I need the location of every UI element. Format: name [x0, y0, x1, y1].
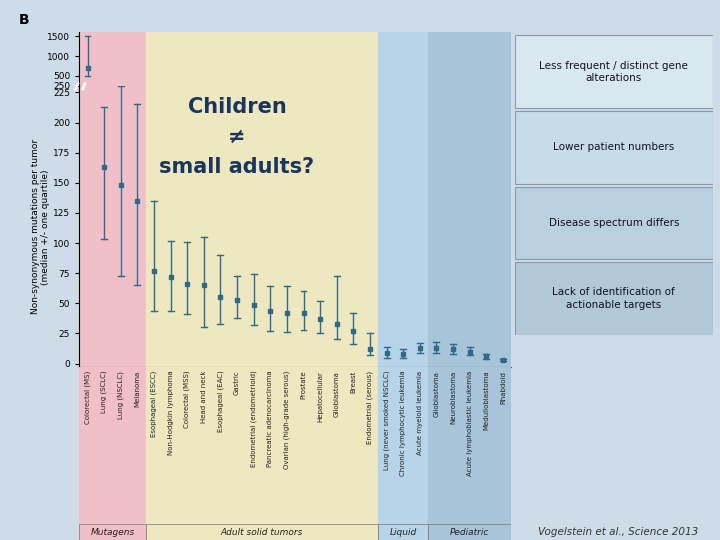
Text: Hepatocellular: Hepatocellular	[317, 370, 323, 422]
Bar	[145, 524, 378, 540]
Bar	[79, 524, 145, 540]
Bar	[145, 86, 378, 367]
Bar	[428, 32, 511, 86]
Text: Pancreatic adenocarcinoma: Pancreatic adenocarcinoma	[267, 370, 274, 467]
Bar	[378, 367, 428, 540]
Text: Children
≠
small adults?: Children ≠ small adults?	[159, 97, 315, 177]
Text: Neuroblastoma: Neuroblastoma	[450, 370, 456, 424]
Text: Liquid: Liquid	[390, 528, 417, 537]
Text: Esophageal (ESCC): Esophageal (ESCC)	[150, 370, 157, 437]
Text: Adult solid tumors: Adult solid tumors	[221, 528, 303, 537]
Text: Endometrial (endometrioid): Endometrial (endometrioid)	[251, 370, 257, 468]
Text: Head and neck: Head and neck	[201, 370, 207, 423]
Text: Medulloblastoma: Medulloblastoma	[483, 370, 490, 430]
Bar	[145, 32, 378, 86]
Text: Lower patient numbers: Lower patient numbers	[553, 143, 675, 152]
Text: Ovarian (high-grade serous): Ovarian (high-grade serous)	[284, 370, 290, 469]
Text: Disease spectrum differs: Disease spectrum differs	[549, 218, 679, 228]
Text: Melanoma: Melanoma	[135, 370, 140, 407]
Bar	[428, 524, 511, 540]
Text: Breast: Breast	[351, 370, 356, 393]
Text: Non-Hodgkin lymphoma: Non-Hodgkin lymphoma	[168, 370, 174, 455]
Text: B: B	[19, 14, 30, 28]
Text: Gastric: Gastric	[234, 370, 240, 395]
Text: Mutagens: Mutagens	[90, 528, 135, 537]
Bar	[378, 32, 428, 86]
Bar	[428, 367, 511, 540]
FancyBboxPatch shape	[515, 111, 713, 184]
Text: Rhabdoid: Rhabdoid	[500, 370, 506, 403]
Y-axis label: Non-synonymous mutations per tumor
(median +/- one quartile): Non-synonymous mutations per tumor (medi…	[31, 139, 50, 314]
Text: Esophageal (EAC): Esophageal (EAC)	[217, 370, 224, 433]
FancyBboxPatch shape	[515, 262, 713, 335]
Bar	[79, 86, 145, 367]
Text: Lung (NSCLC): Lung (NSCLC)	[117, 370, 124, 419]
FancyBboxPatch shape	[515, 187, 713, 259]
Bar	[145, 367, 378, 540]
Text: Vogelstein et al., Science 2013: Vogelstein et al., Science 2013	[538, 527, 698, 537]
Text: Lung (SCLC): Lung (SCLC)	[101, 370, 107, 413]
Text: Prostate: Prostate	[300, 370, 307, 399]
Text: Lack of identification of
actionable targets: Lack of identification of actionable tar…	[552, 287, 675, 310]
Text: Colorectal (MS): Colorectal (MS)	[84, 370, 91, 424]
Bar	[79, 367, 145, 540]
Bar	[79, 32, 145, 86]
Text: Endometrial (serous): Endometrial (serous)	[366, 370, 373, 444]
Text: Glioblastoma: Glioblastoma	[433, 370, 439, 416]
Text: Less frequent / distinct gene
alterations: Less frequent / distinct gene alteration…	[539, 60, 688, 83]
Text: Chronic lymphocytic leukemia: Chronic lymphocytic leukemia	[400, 370, 406, 476]
Text: Pediatric: Pediatric	[450, 528, 490, 537]
Bar	[378, 86, 428, 367]
Text: Glioblastoma: Glioblastoma	[334, 370, 340, 416]
Text: Acute lymphoblastic leukemia: Acute lymphoblastic leukemia	[467, 370, 472, 476]
Bar	[428, 86, 511, 367]
Text: Colorectal (MSS): Colorectal (MSS)	[184, 370, 191, 428]
Text: Acute myeloid leukemia: Acute myeloid leukemia	[417, 370, 423, 455]
FancyBboxPatch shape	[515, 36, 713, 108]
Text: Lung (never smoked NSCLC): Lung (never smoked NSCLC)	[383, 370, 390, 470]
Bar	[378, 524, 428, 540]
